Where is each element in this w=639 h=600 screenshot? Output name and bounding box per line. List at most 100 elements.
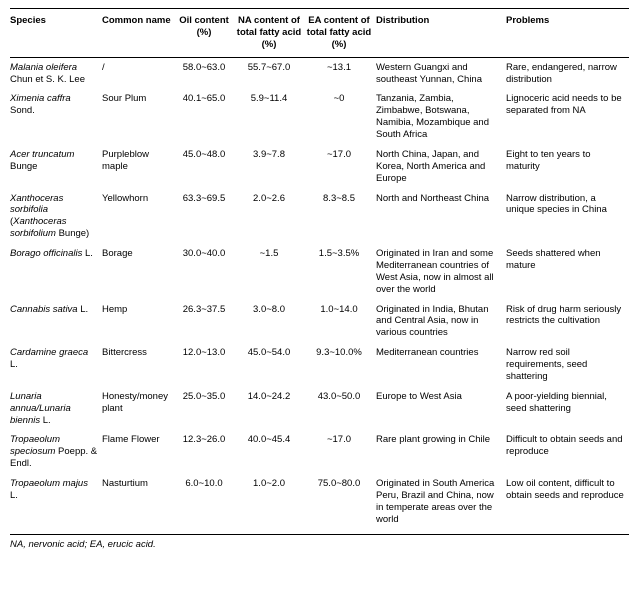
cell-prob: Rare, endangered, narrow distribution <box>506 57 629 89</box>
cell-species: Ximenia caffra Sond. <box>10 89 102 145</box>
cell-ea: ~17.0 <box>306 145 376 189</box>
cell-species: Xanthoceras sorbifolia (Xanthoceras sorb… <box>10 189 102 245</box>
cell-na: 40.0~45.4 <box>236 430 306 474</box>
cell-dist: Western Guangxi and southeast Yunnan, Ch… <box>376 57 506 89</box>
cell-na: 14.0~24.2 <box>236 387 306 431</box>
species-rest: L. <box>40 415 51 426</box>
cell-species: Tropaeolum speciosum Poepp. & Endl. <box>10 430 102 474</box>
cell-species: Borago officinalis L. <box>10 244 102 300</box>
species-rest: Bunge <box>10 161 37 172</box>
cell-ea: ~17.0 <box>306 430 376 474</box>
cell-species: Cannabis sativa L. <box>10 300 102 344</box>
cell-prob: Narrow distribution, a unique species in… <box>506 189 629 245</box>
cell-oil: 25.0~35.0 <box>176 387 236 431</box>
cell-na: ~1.5 <box>236 244 306 300</box>
cell-ea: 1.5~3.5% <box>306 244 376 300</box>
table-row: Acer truncatum BungePurpleblow maple45.0… <box>10 145 629 189</box>
col-na: NA content of total fatty acid (%) <box>236 9 306 58</box>
table-row: Cannabis sativa L.Hemp26.3~37.53.0~8.01.… <box>10 300 629 344</box>
cell-oil: 45.0~48.0 <box>176 145 236 189</box>
cell-species: Tropaeolum majus L. <box>10 474 102 534</box>
table-row: Malania oleifera Chun et S. K. Lee/58.0~… <box>10 57 629 89</box>
cell-dist: Rare plant growing in Chile <box>376 430 506 474</box>
species-rest: L. <box>78 304 89 315</box>
cell-dist: Originated in South America Peru, Brazil… <box>376 474 506 534</box>
cell-na: 55.7~67.0 <box>236 57 306 89</box>
cell-na: 3.9~7.8 <box>236 145 306 189</box>
cell-na: 3.0~8.0 <box>236 300 306 344</box>
species-italic: Malania oleifera <box>10 62 77 73</box>
table-row: Lunaria annua/Lunaria biennis L.Honesty/… <box>10 387 629 431</box>
cell-oil: 58.0~63.0 <box>176 57 236 89</box>
cell-common: Bittercress <box>102 343 176 387</box>
cell-oil: 30.0~40.0 <box>176 244 236 300</box>
cell-prob: Eight to ten years to maturity <box>506 145 629 189</box>
table-row: Borago officinalis L.Borage30.0~40.0~1.5… <box>10 244 629 300</box>
cell-common: Hemp <box>102 300 176 344</box>
cell-common: Yellowhorn <box>102 189 176 245</box>
cell-dist: Mediterranean countries <box>376 343 506 387</box>
species-italic: Acer truncatum <box>10 149 74 160</box>
cell-species: Acer truncatum Bunge <box>10 145 102 189</box>
cell-na: 2.0~2.6 <box>236 189 306 245</box>
col-common: Common name <box>102 9 176 58</box>
col-dist: Distribution <box>376 9 506 58</box>
species-italic: Tropaeolum speciosum <box>10 434 60 457</box>
cell-oil: 63.3~69.5 <box>176 189 236 245</box>
cell-oil: 40.1~65.0 <box>176 89 236 145</box>
cell-prob: Seeds shattered when mature <box>506 244 629 300</box>
col-species: Species <box>10 9 102 58</box>
cell-common: Purpleblow maple <box>102 145 176 189</box>
cell-prob: Difficult to obtain seeds and reproduce <box>506 430 629 474</box>
species-paren-rest: Bunge) <box>56 228 89 239</box>
cell-na: 45.0~54.0 <box>236 343 306 387</box>
cell-ea: 1.0~14.0 <box>306 300 376 344</box>
cell-dist: North and Northeast China <box>376 189 506 245</box>
species-rest: L. <box>82 248 93 259</box>
cell-common: Flame Flower <box>102 430 176 474</box>
table-footnote: NA, nervonic acid; EA, erucic acid. <box>10 535 629 550</box>
cell-dist: Europe to West Asia <box>376 387 506 431</box>
cell-dist: Tanzania, Zambia, Zimbabwe, Botswana, Na… <box>376 89 506 145</box>
cell-prob: Risk of drug harm seriously restricts th… <box>506 300 629 344</box>
species-rest: Chun et S. K. Lee <box>10 74 85 85</box>
cell-prob: Low oil content, difficult to obtain see… <box>506 474 629 534</box>
cell-species: Malania oleifera Chun et S. K. Lee <box>10 57 102 89</box>
species-italic: Xanthoceras sorbifolia <box>10 193 63 216</box>
table-row: Tropaeolum speciosum Poepp. & Endl.Flame… <box>10 430 629 474</box>
cell-na: 1.0~2.0 <box>236 474 306 534</box>
cell-prob: A poor-yielding biennial, seed shatterin… <box>506 387 629 431</box>
species-rest: L. <box>10 359 18 370</box>
cell-ea: 9.3~10.0% <box>306 343 376 387</box>
cell-oil: 12.3~26.0 <box>176 430 236 474</box>
species-italic: Cardamine graeca <box>10 347 88 358</box>
species-italic: Tropaeolum majus <box>10 478 88 489</box>
cell-ea: ~13.1 <box>306 57 376 89</box>
cell-prob: Lignoceric acid needs to be separated fr… <box>506 89 629 145</box>
header-row: Species Common name Oil content (%) NA c… <box>10 9 629 58</box>
cell-dist: North China, Japan, and Korea, North Ame… <box>376 145 506 189</box>
cell-species: Lunaria annua/Lunaria biennis L. <box>10 387 102 431</box>
cell-common: Sour Plum <box>102 89 176 145</box>
cell-common: / <box>102 57 176 89</box>
cell-oil: 26.3~37.5 <box>176 300 236 344</box>
cell-common: Honesty/money plant <box>102 387 176 431</box>
species-italic: Ximenia caffra <box>10 93 71 104</box>
col-oil: Oil content (%) <box>176 9 236 58</box>
table-row: Tropaeolum majus L.Nasturtium6.0~10.01.0… <box>10 474 629 534</box>
table-row: Cardamine graeca L.Bittercress12.0~13.04… <box>10 343 629 387</box>
cell-common: Borage <box>102 244 176 300</box>
species-rest: L. <box>10 490 18 501</box>
table-body: Malania oleifera Chun et S. K. Lee/58.0~… <box>10 57 629 534</box>
cell-ea: ~0 <box>306 89 376 145</box>
cell-na: 5.9~11.4 <box>236 89 306 145</box>
cell-ea: 75.0~80.0 <box>306 474 376 534</box>
cell-dist: Originated in Iran and some Mediterranea… <box>376 244 506 300</box>
species-rest: Sond. <box>10 105 35 116</box>
cell-species: Cardamine graeca L. <box>10 343 102 387</box>
cell-oil: 12.0~13.0 <box>176 343 236 387</box>
table-row: Ximenia caffra Sond.Sour Plum40.1~65.05.… <box>10 89 629 145</box>
cell-ea: 43.0~50.0 <box>306 387 376 431</box>
cell-oil: 6.0~10.0 <box>176 474 236 534</box>
cell-ea: 8.3~8.5 <box>306 189 376 245</box>
